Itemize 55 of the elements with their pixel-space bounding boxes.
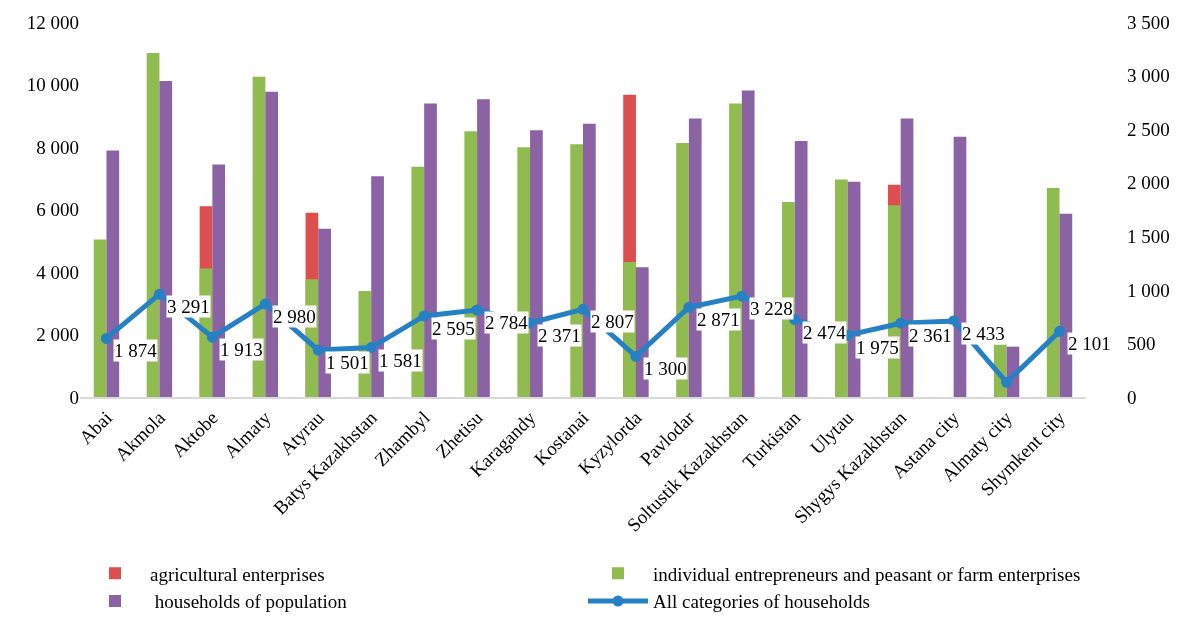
y-tick-label: 12 000 bbox=[26, 11, 79, 33]
data-label: 2 980 bbox=[273, 306, 316, 327]
y-tick-label: 8 000 bbox=[36, 136, 79, 158]
point bbox=[153, 288, 165, 300]
legend-label: agricultural enterprises bbox=[150, 563, 325, 585]
y2-tick-label: 1 500 bbox=[1127, 225, 1170, 247]
y-tick-label: 10 000 bbox=[26, 74, 79, 96]
point bbox=[736, 290, 748, 302]
data-label: 2 784 bbox=[485, 312, 529, 333]
point bbox=[895, 317, 907, 329]
point bbox=[418, 310, 430, 322]
y-tick-label: 4 000 bbox=[36, 261, 79, 283]
y2-tick-label: 1 000 bbox=[1127, 279, 1170, 301]
point bbox=[312, 344, 324, 356]
legend-label: All categories of households bbox=[653, 591, 870, 613]
data-label: 2 371 bbox=[538, 325, 581, 346]
point bbox=[259, 298, 271, 310]
y2-tick-label: 2 500 bbox=[1127, 118, 1170, 140]
point bbox=[948, 315, 960, 327]
data-label: 2 595 bbox=[432, 318, 475, 339]
point bbox=[471, 304, 483, 316]
bar bbox=[93, 239, 107, 397]
y2-tick-label: 3 500 bbox=[1127, 11, 1170, 33]
y2-tick-label: 2 000 bbox=[1127, 172, 1170, 194]
bar bbox=[1046, 188, 1060, 397]
point bbox=[206, 331, 218, 343]
point bbox=[577, 303, 589, 315]
data-label: 1 300 bbox=[644, 358, 687, 379]
y2-tick-label: 500 bbox=[1127, 333, 1156, 355]
legend-label: individual entrepreneurs and peasant or farm enterprises bbox=[653, 563, 1081, 585]
legend-label: households of population bbox=[150, 591, 348, 613]
data-label: 2 433 bbox=[962, 323, 1005, 344]
data-label: 1 581 bbox=[379, 350, 422, 371]
data-label: 2 807 bbox=[591, 311, 634, 332]
point bbox=[630, 350, 642, 362]
data-label: 1 501 bbox=[326, 352, 369, 373]
data-label: 1 913 bbox=[220, 339, 263, 360]
point bbox=[100, 332, 112, 344]
point bbox=[683, 301, 695, 313]
data-label: 2 101 bbox=[1068, 333, 1111, 354]
data-label: 1 975 bbox=[856, 337, 899, 358]
y-tick-label: 0 bbox=[69, 386, 79, 408]
point bbox=[1001, 376, 1013, 388]
data-label: 3 228 bbox=[750, 298, 793, 319]
y2-tick-label: 3 000 bbox=[1127, 65, 1170, 87]
data-label: 2 871 bbox=[697, 309, 740, 330]
data-label: 1 874 bbox=[114, 340, 158, 361]
point bbox=[365, 342, 377, 354]
point bbox=[1054, 325, 1066, 337]
data-label: 2 361 bbox=[909, 325, 952, 346]
y-tick-label: 6 000 bbox=[36, 199, 79, 221]
data-label: 2 474 bbox=[803, 322, 847, 343]
y-tick-label: 2 000 bbox=[36, 324, 79, 346]
data-label: 3 291 bbox=[167, 296, 210, 317]
y2-tick-label: 0 bbox=[1127, 386, 1137, 408]
